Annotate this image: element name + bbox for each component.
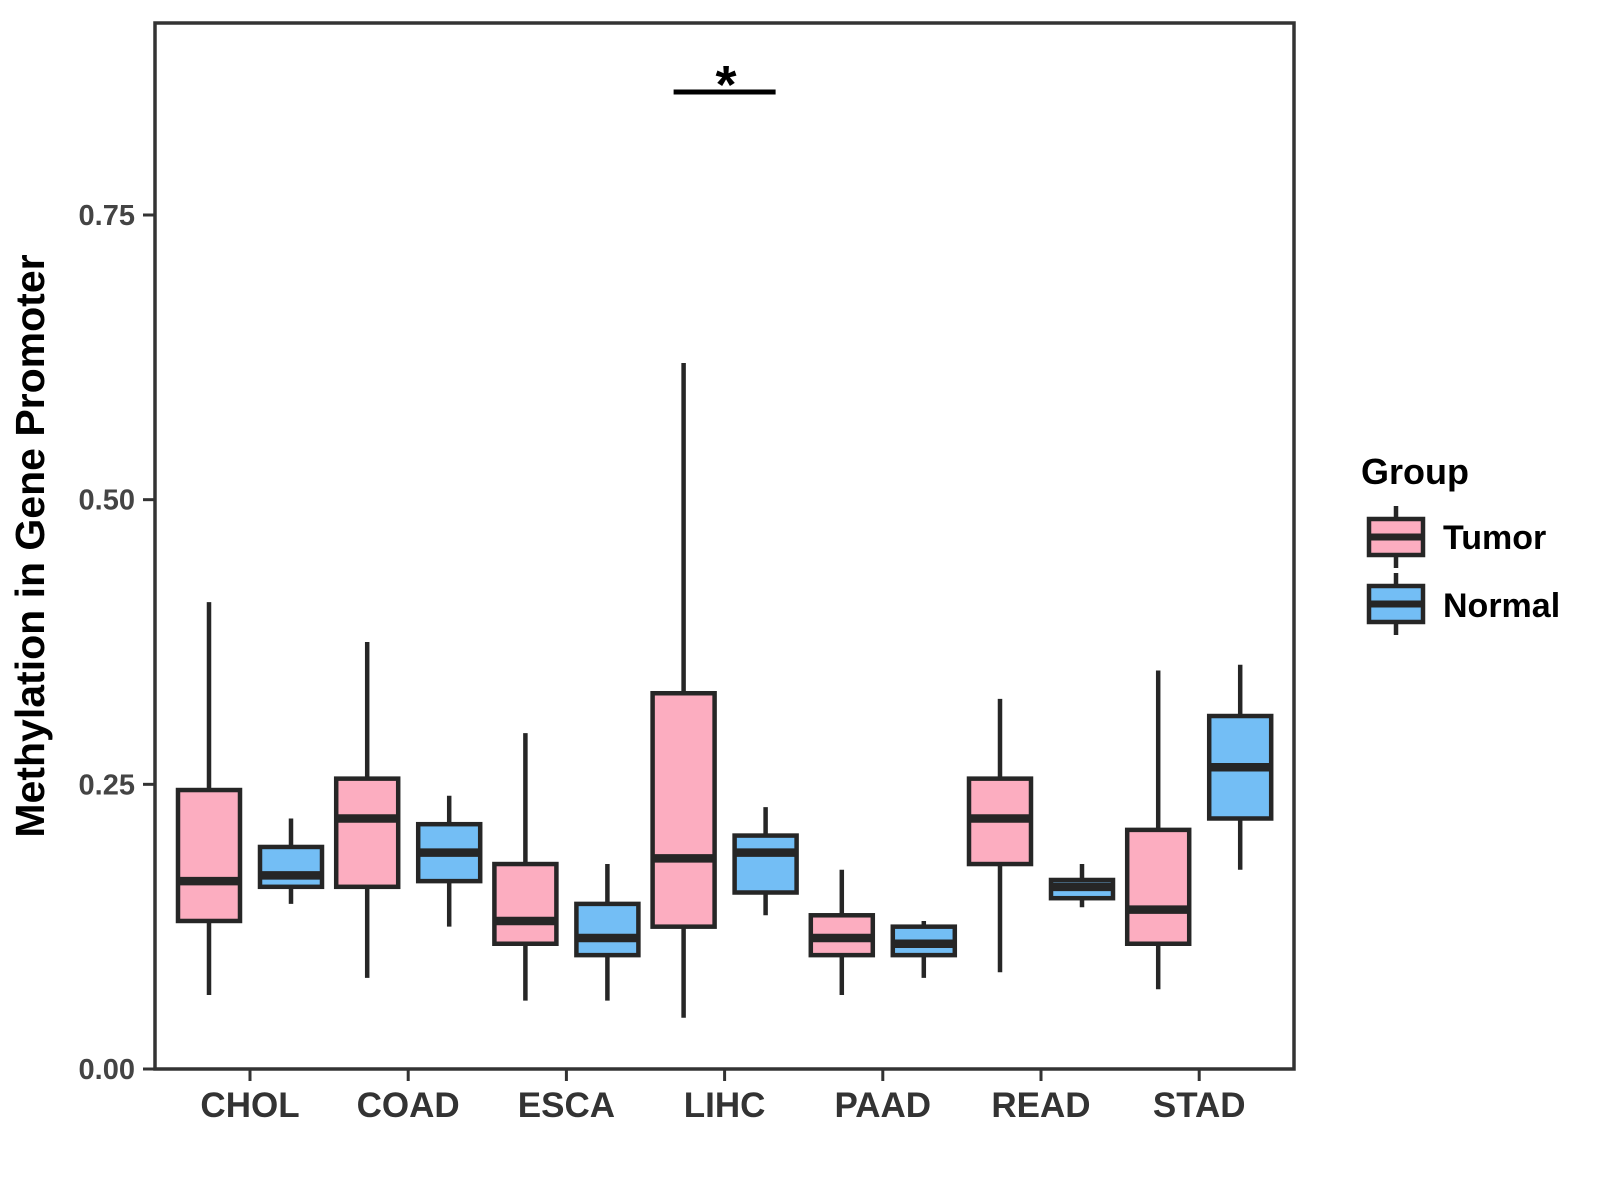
box-esca-tumor [492,861,559,946]
iqr-box [257,844,325,890]
panel-border [153,21,1296,1071]
boxes-layer [175,690,1274,958]
iqr-box [732,833,799,895]
box-coad-tumor [333,776,401,890]
box-lihc-normal [732,833,799,895]
iqr-box [333,776,401,890]
x-category-label-lihc: LIHC [684,1086,766,1125]
whiskers-layer [206,363,1243,1018]
x-category-label-chol: CHOL [200,1086,299,1125]
significance-star: * [715,55,736,115]
box-read-normal [1048,877,1116,901]
box-stad-normal [1206,713,1274,821]
box-esca-normal [574,901,641,958]
legend-label-tumor: Tumor [1443,519,1546,557]
iqr-box [650,690,717,929]
x-category-label-read: READ [991,1086,1090,1125]
iqr-box [492,861,559,946]
x-category-label-paad: PAAD [835,1086,932,1125]
box-read-tumor [966,776,1034,867]
box-chol-tumor [175,787,243,924]
y-tick-label: 0.00 [79,1054,135,1086]
iqr-box [1124,827,1192,946]
box-paad-normal [890,924,958,958]
iqr-box [574,901,641,958]
legend-glyphs-layer [1366,506,1426,635]
box-chol-normal [257,844,325,890]
legend-key-tumor [1366,506,1426,568]
x-category-label-stad: STAD [1153,1086,1246,1125]
box-paad-tumor [808,913,876,958]
legend-title: Group [1361,451,1469,492]
legend-label-normal: Normal [1443,587,1560,625]
box-lihc-tumor [650,690,717,929]
box-coad-normal [415,821,483,884]
x-category-label-esca: ESCA [518,1086,615,1125]
iqr-box [175,787,243,924]
y-tick-label: 0.75 [79,200,135,232]
box-stad-tumor [1124,827,1192,946]
legend-key-normal [1366,573,1426,635]
y-axis-title: Methylation in Gene Promoter [7,254,53,837]
y-tick-label: 0.25 [79,769,135,801]
x-category-label-coad: COAD [357,1086,460,1125]
y-tick-label: 0.50 [79,485,135,517]
axes-layer: 0.00 0.25 0.50 0.75 CHOL COAD ESCA LIHC PAAD READ… [79,21,1296,1125]
